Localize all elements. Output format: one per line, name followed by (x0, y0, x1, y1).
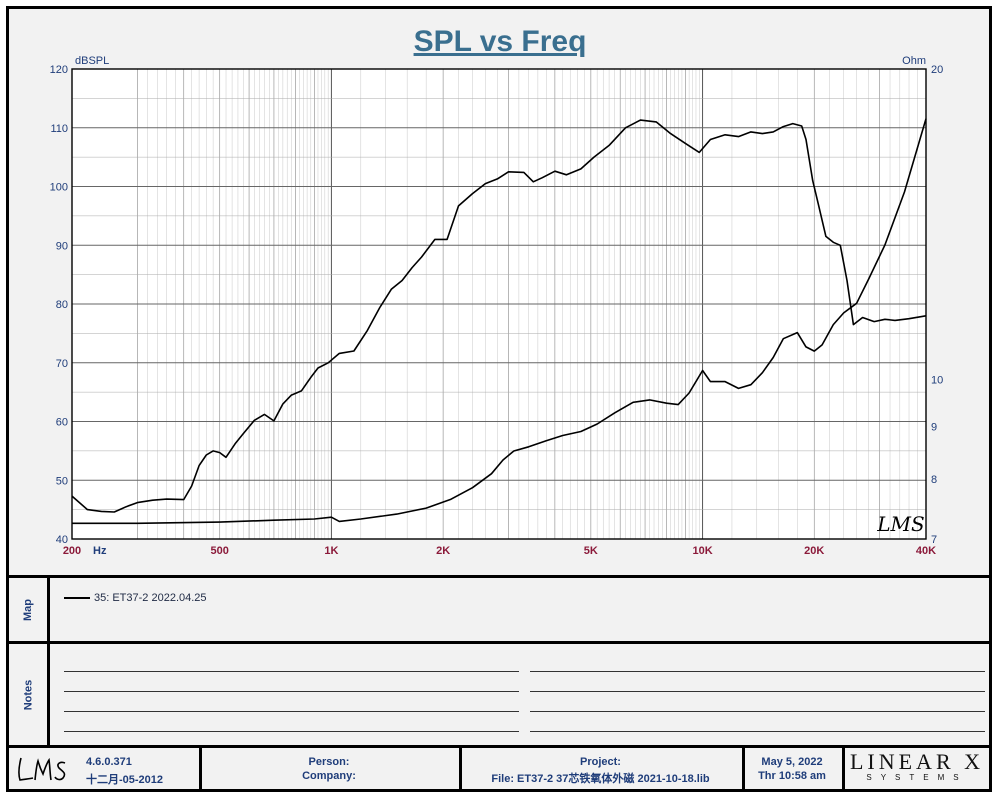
y-left-tick-label: 60 (56, 417, 68, 429)
x-tick-label: 10K (692, 545, 712, 557)
footer-version-cell: 4.6.0.371 十二月-05-2012 (9, 748, 202, 789)
y-left-tick-label: 110 (50, 123, 68, 135)
plot-border (71, 68, 927, 540)
y-left-axis-label: dBSPL (75, 55, 109, 67)
y-right-tick-label: 7 (931, 534, 937, 546)
legend-entry: 35: ET37-2 2022.04.25 (64, 592, 207, 604)
time-text: Thr 10:58 am (758, 770, 826, 782)
linearx-logo: LINEAR X SYSTEMS (845, 748, 989, 789)
note-line[interactable] (530, 731, 985, 732)
y-right-tick-label: 9 (931, 421, 937, 433)
x-tick-label: 2K (436, 545, 450, 557)
note-line[interactable] (64, 691, 519, 692)
y-right-tick-label: 20 (931, 64, 943, 76)
lms-logo (18, 757, 66, 781)
note-line[interactable] (64, 671, 519, 672)
x-tick-label: 40K (916, 545, 936, 557)
footer-person-cell: Person: Company: (199, 748, 462, 789)
y-right-tick-label: 8 (931, 474, 937, 486)
y-left-tick-label: 70 (56, 358, 68, 370)
lms-watermark: LMS (876, 512, 924, 536)
note-line[interactable] (64, 731, 519, 732)
brand-subtitle: SYSTEMS (866, 773, 968, 782)
x-tick-label: 20K (804, 545, 824, 557)
note-line[interactable] (530, 671, 985, 672)
project-label: Project: (580, 756, 621, 768)
y-left-tick-label: 40 (56, 534, 68, 546)
x-tick-label: 1K (324, 545, 338, 557)
chart-title: SPL vs Freq (414, 25, 587, 58)
y-right-tick-label: 10 (931, 374, 943, 386)
y-left-tick-label: 100 (50, 182, 68, 194)
spl-chart: SPL vs Freq dBSPL Ohm Hz 200 500 1K 2K 5K 10K… (50, 25, 944, 557)
x-tick-label: 500 (211, 545, 229, 557)
map-section: Map 35: ET37-2 2022.04.25 (6, 575, 992, 644)
footer-date-cell: May 5, 2022 Thr 10:58 am (742, 748, 845, 789)
notes-side-label: Notes (9, 644, 50, 745)
note-line[interactable] (530, 711, 985, 712)
version-text: 4.6.0.371 (86, 756, 132, 768)
footer-project-cell: Project: File: ET37-2 37芯铁氧体外磁 2021-10-1… (459, 748, 745, 789)
file-label: File: ET37-2 37芯铁氧体外磁 2021-10-18.lib (491, 773, 710, 785)
notes-section: Notes (6, 641, 992, 748)
legend-entry-label: 35: ET37-2 2022.04.25 (94, 592, 207, 604)
brand-name: LINEAR X (849, 749, 985, 774)
impedance-curve (72, 118, 927, 525)
date-text: May 5, 2022 (761, 756, 823, 768)
x-tick-label: 5K (584, 545, 598, 557)
y-left-tick-label: 90 (56, 240, 68, 252)
legend-line-swatch (64, 597, 90, 599)
x-unit-label: Hz (93, 545, 107, 557)
person-label: Person: (308, 756, 350, 768)
spl-curve (71, 119, 927, 513)
note-line[interactable] (64, 711, 519, 712)
footer-section: 4.6.0.371 十二月-05-2012 Person: Company: P… (6, 745, 992, 792)
company-label: Company: (302, 770, 356, 782)
y-right-axis-label: Ohm (902, 55, 926, 67)
y-left-tick-label: 50 (56, 475, 68, 487)
x-tick-label: 200 (63, 545, 81, 557)
map-side-label: Map (9, 578, 50, 641)
note-line[interactable] (530, 691, 985, 692)
y-left-tick-label: 80 (56, 299, 68, 311)
y-left-tick-label: 120 (50, 64, 68, 76)
build-date-text: 十二月-05-2012 (86, 774, 164, 786)
